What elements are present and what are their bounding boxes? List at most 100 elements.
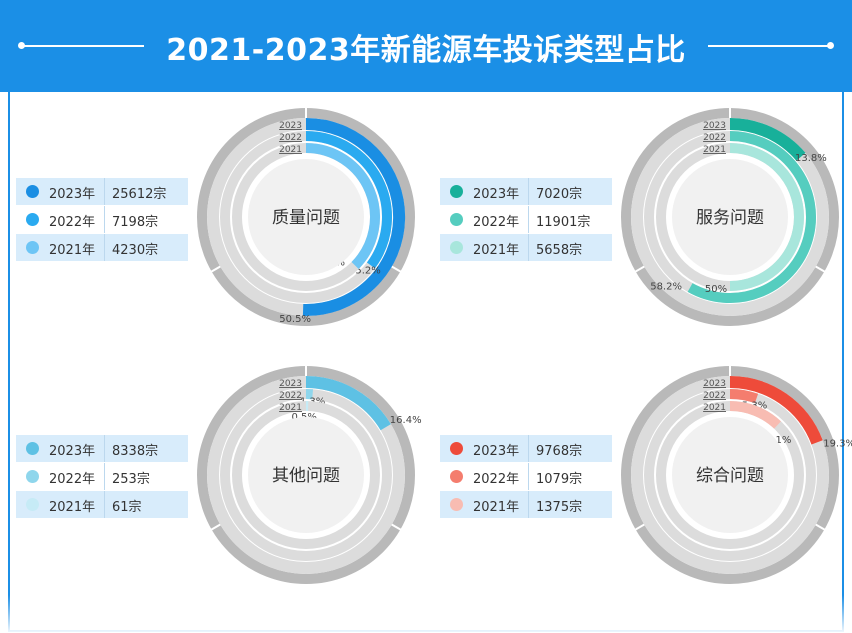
ring-arc-2022 <box>729 389 759 404</box>
legend-count: 5658宗 <box>536 243 583 258</box>
ring-year-label: 2021 <box>279 145 302 155</box>
ring-arc-2021 <box>729 143 804 291</box>
legend-separator <box>104 178 105 205</box>
decor-line-left <box>24 45 144 47</box>
legend-row: 2023年 9768宗 <box>440 434 612 462</box>
donut-center <box>248 417 364 533</box>
outer-ring-gap <box>634 523 646 531</box>
ring-year-label: 2023 <box>279 121 302 131</box>
legend-separator <box>104 463 105 490</box>
donut-center-title: 服务问题 <box>696 208 764 228</box>
legend-separator <box>104 234 105 261</box>
outer-ring-gap <box>814 265 826 273</box>
outer-ring-gap <box>390 523 402 531</box>
legend-swatch-icon <box>450 442 463 455</box>
legend-separator <box>528 435 529 462</box>
legend-row: 2022年 1079宗 <box>440 462 612 490</box>
legend-year: 2021年 <box>49 500 96 515</box>
legend-swatch-icon <box>26 213 39 226</box>
donut-center-title: 质量问题 <box>272 208 340 228</box>
donut-chart-service: 2023 13.8% 2022 58.2% 2021 50% 服务问题 <box>621 107 839 326</box>
ring-percent-label: 19.3% <box>823 438 852 449</box>
donut-center-title: 综合问题 <box>696 466 764 486</box>
ring-year-label: 2022 <box>279 133 302 143</box>
legend-count: 9768宗 <box>536 444 583 459</box>
legend-year: 2022年 <box>473 472 520 487</box>
legend-swatch-icon <box>450 185 463 198</box>
ring-year-label: 2023 <box>703 121 726 131</box>
ring-percent-label: 35.2% <box>349 265 381 276</box>
legend-separator <box>104 491 105 518</box>
ring-arc-2023 <box>302 118 406 316</box>
legend-count: 7198宗 <box>112 215 159 230</box>
legend-year: 2022年 <box>49 215 96 230</box>
ring-percent-label: 50% <box>705 284 727 295</box>
ring-year-label: 2022 <box>279 391 302 401</box>
ring-percent-label: 16.4% <box>390 415 422 426</box>
legend-count: 1079宗 <box>536 472 583 487</box>
legend-separator <box>528 206 529 233</box>
legend-swatch-icon <box>450 241 463 254</box>
legend-separator <box>528 463 529 490</box>
legend-row: 2022年 7198宗 <box>16 205 188 233</box>
legend-year: 2023年 <box>473 187 520 202</box>
legend-swatch-icon <box>26 470 39 483</box>
ring-arc-2023 <box>729 376 823 445</box>
legend-row: 2021年 1375宗 <box>440 490 612 518</box>
legend-swatch-icon <box>26 498 39 511</box>
donut-center <box>248 159 364 275</box>
ring-percent-label: 50.5% <box>279 314 311 325</box>
ring-percent-label: 58.2% <box>650 282 682 293</box>
ring-arc-2022 <box>687 131 816 303</box>
legend-year: 2023年 <box>49 444 96 459</box>
ring-percent-label: 13.8% <box>795 153 827 164</box>
legend-swatch-icon <box>450 470 463 483</box>
ring-year-label: 2021 <box>703 145 726 155</box>
ring-year-label: 2021 <box>703 403 726 413</box>
legend-separator <box>104 435 105 462</box>
legend-year: 2021年 <box>49 243 96 258</box>
legend-swatch-icon <box>450 213 463 226</box>
legend-row: 2021年 4230宗 <box>16 233 188 261</box>
legend-comprehensive: 2023年 9768宗 2022年 1079宗 2021年 1375宗 <box>440 434 612 518</box>
outer-ring-gap <box>634 265 646 273</box>
ring-arc-2023 <box>305 376 391 431</box>
legend-count: 8338宗 <box>112 444 159 459</box>
legend-row: 2023年 8338宗 <box>16 434 188 462</box>
decor-line-right <box>708 45 828 47</box>
legend-separator <box>528 491 529 518</box>
legend-count: 11901宗 <box>536 215 591 230</box>
legend-row: 2023年 25612宗 <box>16 177 188 205</box>
legend-count: 61宗 <box>112 500 142 515</box>
outer-ring-gap <box>390 265 402 273</box>
legend-swatch-icon <box>26 442 39 455</box>
legend-service: 2023年 7020宗 2022年 11901宗 2021年 5658宗 <box>440 177 612 261</box>
ring-arc-2023 <box>729 118 806 161</box>
outer-ring-gap <box>814 523 826 531</box>
legend-other: 2023年 8338宗 2022年 253宗 2021年 61宗 <box>16 434 188 518</box>
donut-center-title: 其他问题 <box>272 466 340 486</box>
legend-year: 2022年 <box>473 215 520 230</box>
legend-count: 7020宗 <box>536 187 583 202</box>
legend-swatch-icon <box>450 498 463 511</box>
legend-count: 25612宗 <box>112 187 167 202</box>
legend-row: 2021年 5658宗 <box>440 233 612 261</box>
donut-center <box>672 159 788 275</box>
ring-year-label: 2021 <box>279 403 302 413</box>
legend-separator <box>528 234 529 261</box>
outer-ring-gap <box>210 265 222 273</box>
legend-separator <box>528 178 529 205</box>
legend-count: 1375宗 <box>536 500 583 515</box>
donut-center <box>672 417 788 533</box>
legend-count: 4230宗 <box>112 243 159 258</box>
legend-quality: 2023年 25612宗 2022年 7198宗 2021年 4230宗 <box>16 177 188 261</box>
legend-row: 2022年 253宗 <box>16 462 188 490</box>
ring-year-label: 2022 <box>703 133 726 143</box>
ring-year-label: 2022 <box>703 391 726 401</box>
legend-row: 2023年 7020宗 <box>440 177 612 205</box>
legend-separator <box>104 206 105 233</box>
legend-row: 2021年 61宗 <box>16 490 188 518</box>
